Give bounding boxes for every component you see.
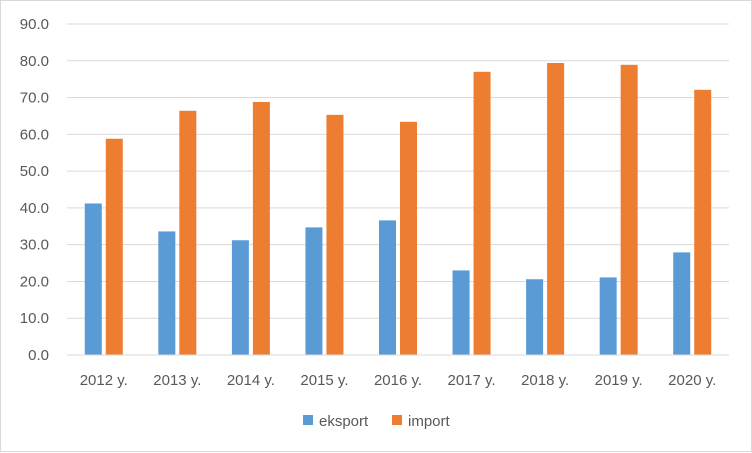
x-tick-label: 2015 y. [300,372,348,389]
bar-import-8 [694,89,712,356]
bar-import-7 [620,64,638,355]
x-tick-label: 2012 y. [80,372,128,389]
x-tick-label: 2019 y. [595,372,643,389]
bars [84,62,712,356]
y-tick-label: 30.0 [20,237,49,254]
x-tick-label: 2013 y. [153,372,201,389]
y-tick-label: 10.0 [20,310,49,327]
legend-label-import: import [408,413,451,430]
bar-eksport-0 [84,203,102,355]
bar-import-1 [179,110,197,355]
x-tick-label: 2017 y. [448,372,496,389]
gridlines [67,23,729,319]
y-tick-label: 0.0 [28,347,49,364]
bar-eksport-8 [673,252,691,355]
y-tick-label: 40.0 [20,200,49,217]
bar-eksport-7 [599,277,617,355]
y-tick-label: 20.0 [20,273,49,290]
legend-swatch-eksport [303,415,313,425]
bar-eksport-6 [526,279,544,355]
bar-import-3 [326,114,344,355]
legend-label-eksport: eksport [319,413,369,430]
bar-eksport-5 [452,270,470,355]
y-axis-ticks: 0.0 10.0 20.0 30.0 40.0 50.0 60.0 70.0 80.0 90.0 [20,16,49,364]
bar-import-6 [547,62,565,356]
bar-eksport-2 [231,240,249,355]
y-tick-label: 70.0 [20,90,49,107]
y-tick-label: 50.0 [20,163,49,180]
y-tick-label: 60.0 [20,126,49,143]
bar-import-2 [252,101,270,355]
bar-import-4 [400,121,417,355]
legend-swatch-import [392,415,402,425]
x-tick-label: 2018 y. [521,372,569,389]
y-tick-label: 90.0 [20,16,49,33]
bar-eksport-1 [158,231,176,355]
bar-eksport-3 [305,227,323,355]
x-axis-ticks: 2012 y. 2013 y. 2014 y. 2015 y. 2016 y. 2017 … [80,372,717,389]
legend: eksport import [303,413,451,430]
y-tick-label: 80.0 [20,53,49,70]
x-tick-label: 2016 y. [374,372,422,389]
bar-eksport-4 [379,220,396,355]
x-tick-label: 2020 y. [668,372,716,389]
bar-import-0 [105,138,123,355]
bar-import-5 [473,71,491,356]
x-tick-label: 2014 y. [227,372,275,389]
